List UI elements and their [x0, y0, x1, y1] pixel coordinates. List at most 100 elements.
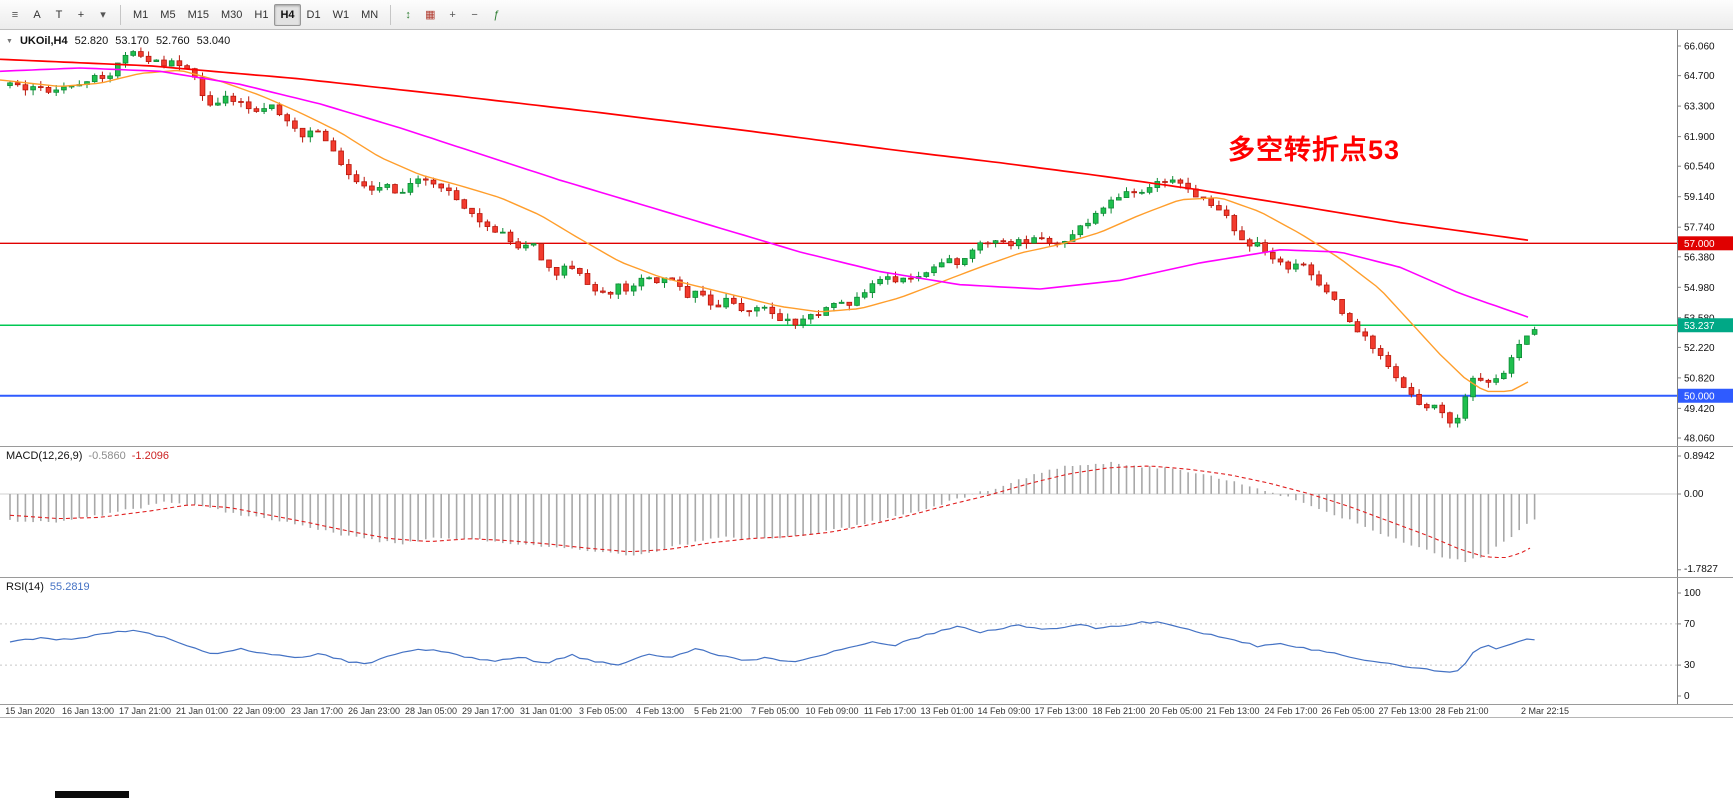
- timeframe-group: M1 M5 M15 M30 H1 H4 D1 W1 MN: [127, 3, 384, 26]
- macd-tick-label: 0.00: [1684, 489, 1704, 500]
- rsi-tick-label: 30: [1684, 660, 1696, 671]
- symbol-name: UKOil,H4: [19, 35, 68, 47]
- time-axis: 15 Jan 2020 16 Jan 13:00 17 Jan 21:00 21 Ja…: [0, 704, 1733, 718]
- cursor-tool-button[interactable]: A: [26, 4, 48, 26]
- price-tick-label: 52.220: [1684, 343, 1715, 354]
- rsi-panel: 100 70 30 0 RSI(14) 55.2819: [0, 577, 1733, 704]
- rsi-line: [9, 621, 1535, 673]
- price-tick-label: 59.140: [1684, 192, 1715, 203]
- price-tag-text: 50.000: [1684, 391, 1715, 402]
- price-tick-label: 66.060: [1684, 42, 1715, 53]
- indicators-icon[interactable]: ƒ: [486, 4, 508, 26]
- moving-averages-layer: [0, 58, 1529, 393]
- macd-name: MACD(12,26,9): [6, 450, 83, 462]
- ma-slow-line: [0, 58, 1529, 242]
- zoom-in-icon[interactable]: +: [442, 4, 464, 26]
- zoom-out-icon[interactable]: −: [464, 4, 486, 26]
- time-label: 28 Feb 21:00: [1435, 706, 1489, 716]
- chart-list-icon[interactable]: ≡: [4, 4, 26, 26]
- toolbar-separator: [120, 4, 121, 25]
- rsi-tick-label: 100: [1684, 588, 1701, 599]
- chart-type-icon[interactable]: ▦: [419, 3, 441, 25]
- price-tick-label: 63.300: [1684, 102, 1715, 113]
- price-tick-label: 54.980: [1684, 283, 1715, 294]
- timeframe-w1[interactable]: W1: [327, 4, 356, 26]
- timeframe-h4[interactable]: H4: [274, 3, 301, 26]
- macd-panel: 0.8942 0.00 -1.7827 MACD(12,26,9) -0.5860 …: [0, 446, 1733, 577]
- price-tag-57.000: [1678, 236, 1733, 251]
- time-label: 4 Feb 13:00: [635, 706, 685, 716]
- time-label: 21 Jan 01:00: [175, 706, 229, 716]
- ohlc-open: 52.820: [74, 35, 109, 47]
- price-panel: 66.060 64.700 63.300 61.900 60.540 59.140 57.7…: [0, 30, 1733, 446]
- timeframe-mn[interactable]: MN: [355, 4, 384, 26]
- new-order-icon[interactable]: ↕: [397, 4, 419, 26]
- bottom-strip: [0, 718, 1733, 798]
- symbol-dropdown-icon[interactable]: ▼: [6, 37, 13, 45]
- time-label: 7 Feb 05:00: [750, 706, 800, 716]
- ohlc-close: 53.040: [196, 35, 231, 47]
- price-tag-53.237: [1678, 318, 1733, 333]
- macd-main-value: -0.5860: [88, 450, 126, 462]
- rsi-tick-label: 70: [1684, 619, 1696, 630]
- draw-tools-dropdown[interactable]: ▾: [92, 3, 114, 25]
- time-label: 28 Jan 05:00: [404, 706, 458, 716]
- time-label: 10 Feb 09:00: [805, 706, 859, 716]
- time-label: 31 Jan 01:00: [519, 706, 573, 716]
- ohlc-low: 52.760: [155, 35, 190, 47]
- chart-annotation: 多空转折点53: [1228, 135, 1401, 165]
- toolbar-separator: [390, 4, 392, 25]
- symbol-title: ▼ UKOil,H4 52.820 53.170 52.760 53.040: [6, 35, 230, 47]
- time-label: 18 Feb 21:00: [1092, 706, 1146, 716]
- price-tick-label: 49.420: [1684, 404, 1715, 415]
- time-label: 14 Feb 09:00: [977, 706, 1031, 716]
- timeframe-d1[interactable]: D1: [301, 4, 327, 26]
- text-tool-button[interactable]: T: [48, 4, 70, 26]
- macd-signal-value: -1.2096: [131, 450, 170, 462]
- price-tick-label: 61.900: [1684, 132, 1715, 143]
- time-label: 2 Mar 22:15: [1520, 706, 1570, 716]
- time-label: 5 Feb 21:00: [693, 706, 743, 716]
- price-tick-label: 57.740: [1684, 223, 1715, 234]
- toolbar-left-group: ≡ A T + ▾: [4, 3, 114, 26]
- level-lines-layer: [0, 242, 1677, 397]
- macd-tick-label: 0.8942: [1684, 451, 1715, 462]
- timeframe-m30[interactable]: M30: [215, 4, 248, 26]
- price-tick-label: 48.060: [1684, 434, 1715, 445]
- time-label: 17 Jan 21:00: [118, 706, 172, 716]
- time-label: 11 Feb 17:00: [863, 706, 917, 716]
- macd-tick-label: -1.7827: [1684, 564, 1718, 575]
- taskbar-fragment: [55, 791, 129, 798]
- price-chart-canvas[interactable]: 66.060 64.700 63.300 61.900 60.540 59.140 57.7…: [0, 30, 1733, 446]
- time-label: 20 Feb 05:00: [1149, 706, 1203, 716]
- timeframe-m5[interactable]: M5: [154, 4, 181, 26]
- timeframe-m15[interactable]: M15: [182, 4, 215, 26]
- price-tag-text: 53.237: [1684, 321, 1715, 332]
- time-label: 13 Feb 01:00: [920, 706, 974, 716]
- time-label: 26 Jan 23:00: [347, 706, 401, 716]
- rsi-label: RSI(14) 55.2819: [6, 581, 90, 593]
- price-tick-label: 64.700: [1684, 71, 1715, 82]
- toolbar: ≡ A T + ▾ M1 M5 M15 M30 H1 H4 D1 W1 MN ↕ ▦ + − ƒ: [0, 0, 1733, 30]
- macd-canvas[interactable]: 0.8942 0.00 -1.7827: [0, 447, 1733, 577]
- rsi-name: RSI(14): [6, 581, 44, 593]
- price-tag-text: 57.000: [1684, 239, 1715, 250]
- rsi-tick-label: 0: [1684, 691, 1690, 702]
- crosshair-icon[interactable]: +: [70, 4, 92, 26]
- time-label: 26 Feb 05:00: [1321, 706, 1375, 716]
- rsi-canvas[interactable]: 100 70 30 0: [0, 578, 1733, 704]
- macd-label: MACD(12,26,9) -0.5860 -1.2096: [6, 450, 169, 462]
- ma-fast-line: [0, 69, 1529, 393]
- time-label: 29 Jan 17:00: [461, 706, 515, 716]
- macd-histogram: [9, 461, 1536, 563]
- price-tick-label: 60.540: [1684, 162, 1715, 173]
- ma-mid-line: [0, 67, 1529, 318]
- time-label: 23 Jan 17:00: [290, 706, 344, 716]
- time-label: 21 Feb 13:00: [1206, 706, 1260, 716]
- timeframe-h1[interactable]: H1: [248, 4, 274, 26]
- price-tag-50.000: [1678, 388, 1733, 403]
- time-label: 27 Feb 13:00: [1378, 706, 1432, 716]
- timeframe-m1[interactable]: M1: [127, 4, 154, 26]
- macd-signal-line: [9, 465, 1531, 559]
